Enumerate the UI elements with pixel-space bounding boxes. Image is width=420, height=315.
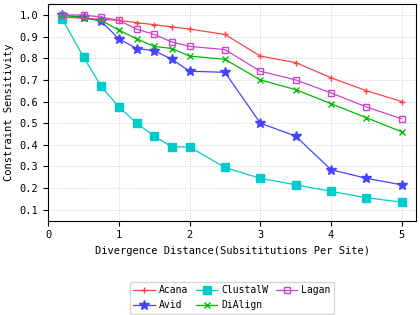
ClustalW bbox=[169, 145, 174, 149]
X-axis label: Divergence Distance(Subsititutions Per Site): Divergence Distance(Subsititutions Per S… bbox=[94, 246, 370, 256]
ClustalW bbox=[364, 196, 369, 200]
Lagan bbox=[60, 13, 65, 17]
DiAlign bbox=[399, 130, 404, 134]
ClustalW bbox=[258, 176, 263, 180]
ClustalW bbox=[187, 145, 192, 149]
Line: Lagan: Lagan bbox=[59, 12, 405, 122]
Lagan bbox=[152, 32, 157, 36]
Lagan bbox=[293, 78, 298, 82]
Avid bbox=[60, 13, 65, 17]
Acana bbox=[116, 19, 121, 22]
DiAlign bbox=[99, 19, 104, 22]
Lagan bbox=[328, 91, 333, 95]
Line: DiAlign: DiAlign bbox=[59, 12, 405, 135]
Avid bbox=[258, 121, 263, 125]
Lagan bbox=[187, 44, 192, 48]
DiAlign bbox=[116, 28, 121, 32]
Lagan bbox=[223, 48, 228, 51]
Avid bbox=[99, 20, 104, 23]
ClustalW bbox=[152, 134, 157, 138]
DiAlign bbox=[328, 102, 333, 106]
Lagan bbox=[99, 15, 104, 19]
Acana bbox=[134, 21, 139, 25]
ClustalW bbox=[223, 166, 228, 169]
Avid bbox=[116, 37, 121, 41]
DiAlign bbox=[187, 54, 192, 58]
Acana bbox=[328, 76, 333, 80]
Lagan bbox=[81, 13, 86, 17]
DiAlign bbox=[293, 88, 298, 92]
Avid bbox=[293, 134, 298, 138]
Line: Acana: Acana bbox=[59, 14, 405, 105]
Lagan bbox=[169, 40, 174, 44]
Avid bbox=[364, 176, 369, 180]
Avid bbox=[81, 15, 86, 19]
Y-axis label: Constraint Sensitivity: Constraint Sensitivity bbox=[4, 43, 14, 181]
ClustalW bbox=[399, 200, 404, 204]
Avid bbox=[399, 183, 404, 187]
Acana bbox=[399, 100, 404, 103]
Lagan bbox=[134, 27, 139, 31]
DiAlign bbox=[60, 13, 65, 17]
Avid bbox=[152, 49, 157, 53]
Line: ClustalW: ClustalW bbox=[58, 15, 406, 206]
DiAlign bbox=[223, 57, 228, 61]
DiAlign bbox=[152, 44, 157, 48]
Lagan bbox=[364, 105, 369, 109]
Acana bbox=[60, 15, 65, 19]
DiAlign bbox=[364, 116, 369, 120]
Lagan bbox=[116, 19, 121, 22]
ClustalW bbox=[81, 55, 86, 59]
Legend: Acana, Avid, ClustalW, DiAlign, Lagan, : Acana, Avid, ClustalW, DiAlign, Lagan, bbox=[129, 282, 334, 314]
Acana bbox=[258, 54, 263, 58]
Line: Avid: Avid bbox=[58, 10, 407, 190]
Acana bbox=[99, 17, 104, 21]
ClustalW bbox=[328, 189, 333, 193]
ClustalW bbox=[116, 105, 121, 109]
Avid bbox=[134, 47, 139, 50]
DiAlign bbox=[134, 37, 139, 41]
ClustalW bbox=[60, 17, 65, 21]
Acana bbox=[364, 89, 369, 93]
Lagan bbox=[399, 117, 404, 121]
Lagan bbox=[258, 69, 263, 73]
Avid bbox=[328, 168, 333, 172]
DiAlign bbox=[169, 47, 174, 50]
Acana bbox=[293, 61, 298, 65]
Avid bbox=[187, 69, 192, 73]
Avid bbox=[169, 57, 174, 61]
DiAlign bbox=[258, 78, 263, 82]
ClustalW bbox=[134, 121, 139, 125]
Avid bbox=[223, 71, 228, 74]
Acana bbox=[152, 23, 157, 26]
Acana bbox=[81, 16, 86, 20]
ClustalW bbox=[293, 183, 298, 187]
Acana bbox=[187, 27, 192, 31]
Acana bbox=[223, 32, 228, 36]
DiAlign bbox=[81, 16, 86, 20]
ClustalW bbox=[99, 84, 104, 88]
Acana bbox=[169, 25, 174, 29]
